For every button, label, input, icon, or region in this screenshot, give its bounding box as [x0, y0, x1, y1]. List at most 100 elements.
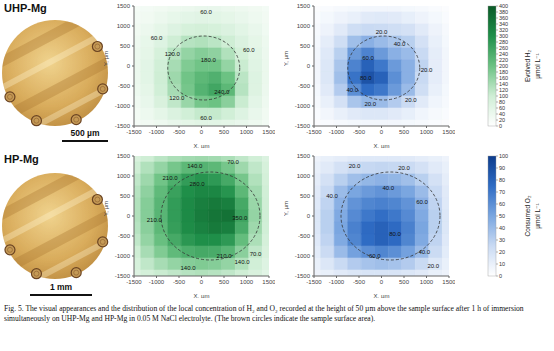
svg-text:200: 200	[499, 63, 508, 69]
svg-text:HP-Mg: HP-Mg	[4, 153, 39, 165]
svg-text:20.0: 20.0	[376, 29, 388, 35]
svg-text:500 µm: 500 µm	[71, 128, 100, 138]
svg-text:0: 0	[499, 123, 502, 129]
svg-text:360: 360	[499, 15, 508, 21]
svg-text:140.0: 140.0	[180, 265, 196, 271]
svg-text:280: 280	[499, 39, 508, 45]
svg-text:0: 0	[307, 63, 311, 69]
svg-text:60.0: 60.0	[151, 35, 163, 41]
svg-text:20: 20	[499, 249, 505, 255]
svg-text:70.0: 70.0	[227, 159, 239, 165]
svg-text:40.0: 40.0	[346, 87, 358, 93]
svg-text:X, µm: X, µm	[374, 293, 390, 298]
svg-text:1000: 1000	[420, 279, 434, 285]
svg-text:-500: -500	[173, 279, 186, 285]
svg-text:60: 60	[499, 201, 505, 207]
svg-text:µmol L⁻¹: µmol L⁻¹	[534, 53, 542, 79]
svg-text:20.0: 20.0	[398, 165, 410, 171]
svg-text:70: 70	[499, 189, 505, 195]
svg-text:40.0: 40.0	[394, 41, 406, 47]
svg-text:Evolved H₂: Evolved H₂	[524, 49, 531, 82]
svg-text:60.0: 60.0	[369, 253, 381, 259]
svg-text:1500: 1500	[297, 3, 311, 9]
svg-text:500: 500	[399, 279, 410, 285]
svg-text:1000: 1000	[240, 129, 254, 135]
svg-text:-1000: -1000	[115, 103, 131, 109]
svg-text:0: 0	[380, 279, 384, 285]
svg-text:20.0: 20.0	[427, 263, 439, 269]
svg-text:-1500: -1500	[126, 279, 142, 285]
svg-text:-500: -500	[118, 233, 131, 239]
svg-text:180.0: 180.0	[201, 57, 217, 63]
svg-text:0: 0	[127, 213, 131, 219]
svg-text:40.0: 40.0	[382, 185, 394, 191]
svg-text:350.0: 350.0	[232, 215, 248, 221]
svg-text:260: 260	[499, 45, 508, 51]
svg-text:80: 80	[499, 99, 505, 105]
svg-text:1500: 1500	[297, 153, 311, 159]
svg-text:320: 320	[499, 27, 508, 33]
svg-text:20.0: 20.0	[364, 101, 376, 107]
svg-text:500: 500	[120, 43, 131, 49]
svg-text:60.0: 60.0	[200, 9, 212, 15]
svg-text:-1500: -1500	[306, 129, 322, 135]
svg-text:340: 340	[499, 21, 508, 27]
svg-text:80: 80	[499, 177, 505, 183]
svg-text:-500: -500	[353, 129, 366, 135]
svg-text:Y, µm: Y, µm	[284, 201, 289, 216]
svg-text:60.0: 60.0	[362, 55, 374, 61]
svg-text:60.0: 60.0	[243, 47, 255, 53]
svg-text:30: 30	[499, 237, 505, 243]
svg-text:0: 0	[200, 129, 204, 135]
svg-text:Y, µm: Y, µm	[104, 201, 109, 216]
svg-text:500: 500	[219, 279, 230, 285]
svg-text:1000: 1000	[297, 173, 311, 179]
svg-text:-1000: -1000	[329, 129, 345, 135]
svg-text:1000: 1000	[297, 23, 311, 29]
svg-text:80.0: 80.0	[360, 75, 372, 81]
svg-text:1500: 1500	[442, 279, 455, 285]
svg-text:0: 0	[200, 279, 204, 285]
svg-text:-500: -500	[298, 83, 311, 89]
svg-text:40: 40	[499, 111, 505, 117]
svg-text:-1500: -1500	[295, 123, 311, 129]
svg-text:210.0: 210.0	[147, 217, 163, 223]
svg-text:400: 400	[499, 3, 508, 9]
svg-text:X, µm: X, µm	[194, 293, 210, 298]
svg-text:X, µm: X, µm	[194, 143, 210, 148]
svg-text:1 mm: 1 mm	[50, 282, 73, 292]
svg-text:40.0: 40.0	[326, 193, 338, 199]
svg-text:60.0: 60.0	[200, 115, 212, 121]
svg-text:1000: 1000	[117, 173, 131, 179]
svg-text:1500: 1500	[262, 129, 275, 135]
svg-text:500: 500	[399, 129, 410, 135]
svg-text:-1500: -1500	[126, 129, 142, 135]
svg-text:100: 100	[499, 93, 508, 99]
svg-text:140.0: 140.0	[187, 163, 203, 169]
svg-text:-1000: -1000	[329, 279, 345, 285]
svg-text:20: 20	[499, 117, 505, 123]
svg-text:40.0: 40.0	[418, 249, 430, 255]
svg-text:20.0: 20.0	[421, 67, 433, 73]
svg-text:0: 0	[307, 213, 311, 219]
svg-text:500: 500	[120, 193, 131, 199]
svg-text:-1500: -1500	[115, 123, 131, 129]
svg-text:500: 500	[219, 129, 230, 135]
svg-text:70.0: 70.0	[250, 251, 262, 257]
svg-text:-1500: -1500	[306, 279, 322, 285]
svg-text:1500: 1500	[262, 279, 275, 285]
svg-text:-500: -500	[298, 233, 311, 239]
svg-text:140: 140	[499, 81, 508, 87]
svg-text:-1500: -1500	[115, 273, 131, 279]
svg-text:-1000: -1000	[295, 253, 311, 259]
svg-text:220: 220	[499, 57, 508, 63]
svg-text:-500: -500	[118, 83, 131, 89]
svg-text:120: 120	[499, 87, 508, 93]
svg-text:160: 160	[499, 75, 508, 81]
svg-text:Y, µm: Y, µm	[104, 51, 109, 66]
svg-text:240: 240	[499, 51, 508, 57]
svg-text:50: 50	[499, 213, 505, 219]
svg-text:-1000: -1000	[295, 103, 311, 109]
svg-text:240.0: 240.0	[214, 89, 230, 95]
svg-text:380: 380	[499, 9, 508, 15]
